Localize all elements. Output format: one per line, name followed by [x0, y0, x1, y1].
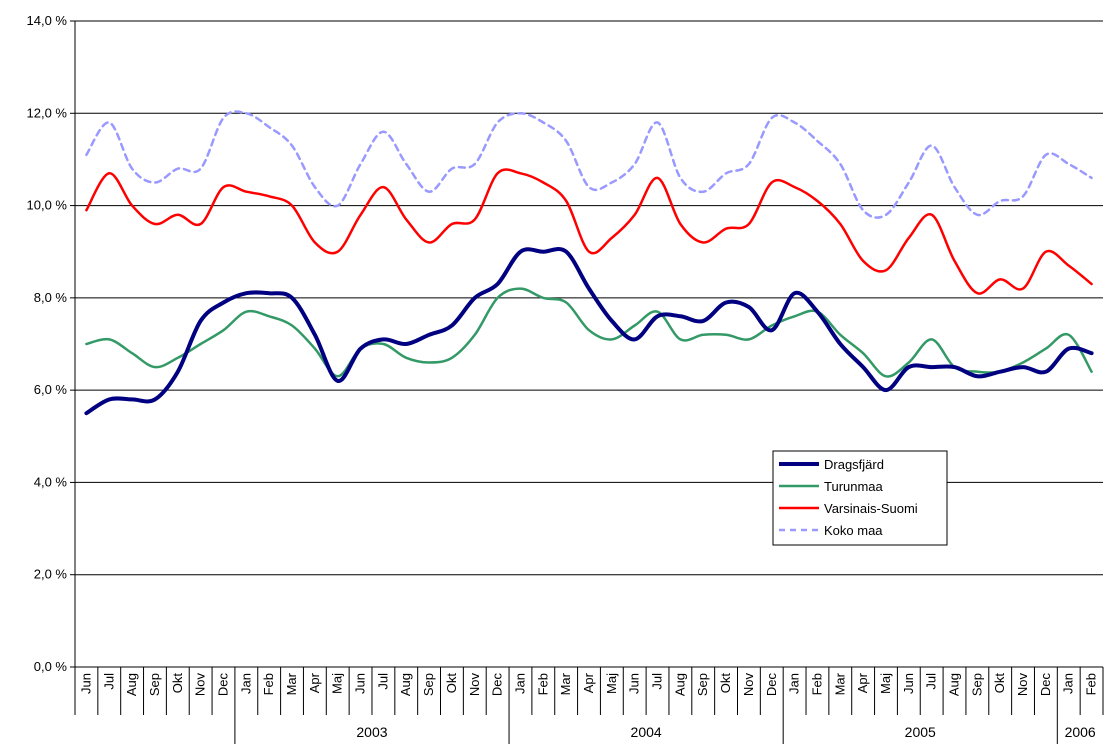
series-line [85, 287, 1093, 378]
x-tick-label: Apr [855, 672, 870, 693]
year-label: 2004 [631, 724, 662, 740]
x-tick-label: Jun [627, 673, 642, 694]
x-tick-label: Okt [992, 673, 1007, 694]
x-tick-label: Dec [764, 673, 779, 697]
year-label: 2005 [905, 724, 936, 740]
legend-label: Varsinais-Suomi [824, 501, 918, 516]
x-tick-label: Nov [467, 673, 482, 697]
year-label: 2006 [1065, 724, 1096, 740]
x-tick-label: Okt [170, 673, 185, 694]
x-tick-label: Dec [490, 673, 505, 697]
x-tick-label: Maj [878, 673, 893, 694]
series-lines [84, 110, 1094, 416]
x-tick-label: Apr [581, 672, 596, 693]
axes [70, 20, 1104, 744]
x-tick-label: Aug [124, 673, 139, 696]
x-tick-label: Feb [535, 673, 550, 695]
axis-labels: 0,0 % 2,0 % 4,0 % 6,0 % 8,0 % 10,0 % 12,0 % 14,… [27, 13, 1099, 740]
x-tick-label: Apr [307, 672, 322, 693]
x-tick-label: Jun [901, 673, 916, 694]
y-tick-label: 14,0 % [27, 13, 68, 28]
x-tick-label: Dec [215, 673, 230, 697]
legend-label: Dragsfjärd [824, 457, 884, 472]
x-tick-label: Aug [947, 673, 962, 696]
x-tick-label: Jan [512, 673, 527, 694]
y-tick-label: 12,0 % [27, 105, 68, 120]
x-tick-label: Nov [1015, 673, 1030, 697]
x-tick-label: Jan [238, 673, 253, 694]
legend: Dragsfjärd Turunmaa Varsinais-Suomi Koko ma… [772, 450, 948, 546]
y-tick-label: 8,0 % [34, 290, 68, 305]
y-tick-label: 6,0 % [34, 382, 68, 397]
x-tick-label: Sep [969, 673, 984, 696]
x-tick-label: Sep [421, 673, 436, 696]
x-tick-label: Feb [809, 673, 824, 695]
series-line [85, 110, 1093, 219]
x-tick-label: Jul [650, 673, 665, 690]
y-tick-label: 10,0 % [27, 198, 68, 213]
x-tick-label: Mar [832, 672, 847, 695]
x-tick-label: Sep [147, 673, 162, 696]
x-tick-label: Nov [741, 673, 756, 697]
legend-label: Turunmaa [824, 479, 884, 494]
x-tick-label: Jul [924, 673, 939, 690]
gridlines [75, 20, 1103, 668]
x-tick-label: Okt [444, 673, 459, 694]
x-tick-label: Jun [78, 673, 93, 694]
x-tick-label: Nov [193, 673, 208, 697]
series-line [84, 247, 1094, 416]
x-tick-label: Jul [101, 673, 116, 690]
x-tick-label: Jan [1061, 673, 1076, 694]
x-tick-label: Okt [718, 673, 733, 694]
x-tick-label: Jan [787, 673, 802, 694]
x-tick-label: Feb [261, 673, 276, 695]
x-tick-label: Jun [353, 673, 368, 694]
series-line [85, 168, 1093, 295]
x-tick-label: Sep [695, 673, 710, 696]
x-tick-label: Mar [558, 672, 573, 695]
legend-label: Koko maa [824, 523, 883, 538]
x-tick-label: Aug [672, 673, 687, 696]
x-tick-label: Dec [1038, 673, 1053, 697]
x-tick-label: Feb [1084, 673, 1099, 695]
x-tick-label: Aug [398, 673, 413, 696]
y-tick-label: 0,0 % [34, 659, 68, 674]
y-tick-label: 4,0 % [34, 474, 68, 489]
x-tick-label: Maj [604, 673, 619, 694]
x-tick-label: Jul [375, 673, 390, 690]
year-label: 2003 [356, 724, 387, 740]
y-tick-label: 2,0 % [34, 567, 68, 582]
x-tick-label: Maj [330, 673, 345, 694]
x-tick-label: Mar [284, 672, 299, 695]
